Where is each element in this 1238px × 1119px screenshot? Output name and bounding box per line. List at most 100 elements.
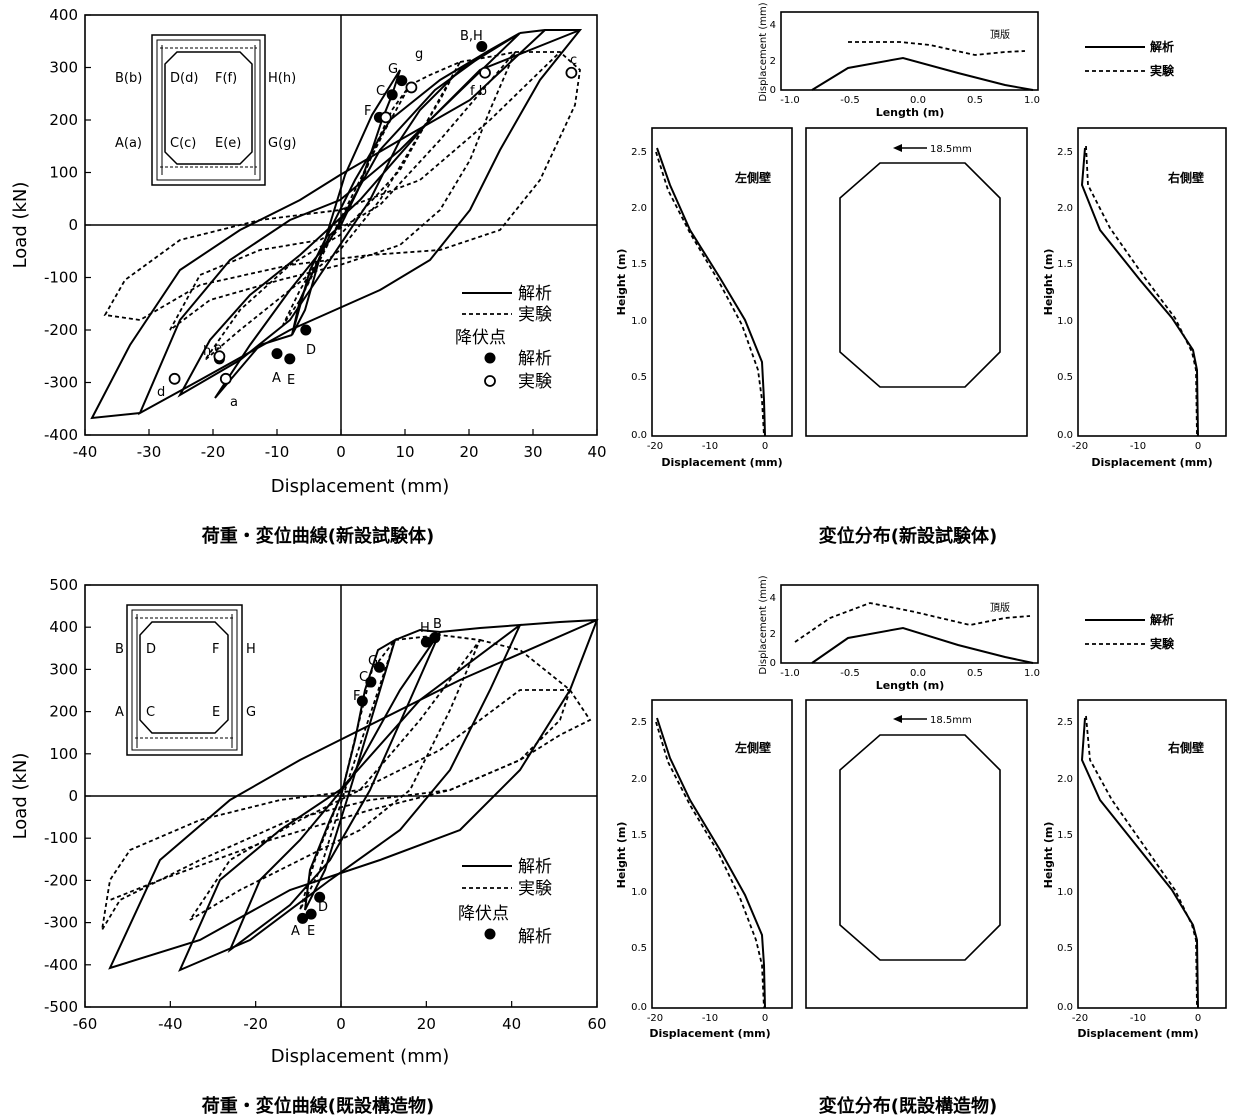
x-tick-label: -30	[137, 443, 162, 461]
top-plate-exp-curve	[794, 602, 1031, 643]
left-wall-label: 左側壁	[734, 740, 771, 755]
right-ytick: 0.0	[1057, 430, 1073, 441]
inset-label-D: D(d)	[170, 71, 198, 86]
caption: 荷重・変位曲線(新設試験体)	[202, 525, 434, 547]
top-plate-label: 頂版	[990, 28, 1010, 41]
right-ytick: 2.5	[1057, 717, 1073, 728]
legend-yield-sim: 解析	[518, 927, 552, 947]
right-ylabel: Height (m)	[1042, 249, 1055, 316]
x-tick-label: 20	[417, 1015, 436, 1033]
left-xtick: -20	[647, 441, 663, 452]
top-xtick: 0.5	[967, 668, 983, 679]
right-xtick: -20	[1072, 1013, 1088, 1024]
top-xtick: -1.0	[780, 95, 800, 106]
y-tick-label: 200	[49, 111, 78, 129]
top-plate-frame	[780, 11, 1039, 91]
top-xtick: 1.0	[1024, 95, 1040, 106]
y-tick-label: -100	[44, 269, 78, 287]
inset-label-B: B	[115, 642, 124, 657]
label-H: H	[420, 621, 430, 636]
left-wall-exp-curve	[655, 721, 765, 1009]
y-axis-title: Load (kN)	[10, 753, 31, 840]
y-tick-label: -100	[44, 829, 78, 847]
caption: 荷重・変位曲線(既設構造物)	[202, 1095, 434, 1117]
section-outline	[839, 162, 1001, 388]
legend-sim: 解析	[518, 857, 552, 877]
left-wall-exp-curve	[655, 151, 765, 437]
left-ytick: 0.5	[631, 943, 647, 954]
legend-exp: 実験	[518, 879, 552, 899]
loop-sim-1	[291, 69, 401, 336]
top-xtick: 0.0	[910, 95, 926, 106]
left-ylabel: Height (m)	[615, 249, 628, 316]
label-A: A	[272, 371, 281, 386]
loop-sim-4	[137, 29, 583, 416]
legend-yield-exp: 実験	[518, 372, 552, 392]
loop-exp-4	[109, 689, 592, 901]
loop-sim-5	[90, 29, 546, 420]
loop-exp-3	[169, 50, 517, 331]
x-tick-label: -10	[265, 443, 290, 461]
yield-point-sim	[356, 695, 368, 707]
label-F: F	[353, 689, 360, 704]
left-ytick: 1.0	[631, 316, 647, 327]
label-C: C	[376, 84, 385, 99]
top-xtick: 0.0	[910, 668, 926, 679]
right-xlabel: Displacement (mm)	[1077, 1027, 1198, 1040]
yield-point-sim	[476, 41, 488, 52]
inset-label-H: H(h)	[268, 71, 296, 86]
left-ytick: 2.0	[631, 774, 647, 785]
right-xlabel: Displacement (mm)	[1091, 456, 1212, 469]
right-ytick: 0.5	[1057, 943, 1073, 954]
left-ytick: 1.5	[631, 259, 647, 270]
inset-label-B: B(b)	[115, 71, 142, 86]
loop-exp-2	[189, 634, 482, 921]
left-ytick: 0.0	[631, 430, 647, 441]
y-tick-label: 400	[49, 6, 78, 24]
y-tick-label: -200	[44, 321, 78, 339]
right-ytick: 1.0	[1057, 887, 1073, 898]
loop-exp-3	[101, 639, 572, 931]
section-frame	[805, 699, 1028, 1009]
load-displacement-chart-new: -40 -30 -20 -10 0 10 20 30 404003002001000-100-2…	[10, 6, 607, 547]
series-analysis	[90, 29, 583, 420]
label-d: d	[157, 385, 165, 400]
top-xtick: 0.5	[967, 95, 983, 106]
y-tick-label: 0	[68, 216, 78, 234]
left-ytick: 1.0	[631, 887, 647, 898]
right-xtick: -20	[1072, 441, 1088, 452]
label-G: G	[388, 62, 398, 77]
x-tick-label: 0	[336, 1015, 346, 1033]
y-tick-label: -400	[44, 956, 78, 974]
right-wall-frame	[1077, 699, 1227, 1009]
label-h: h	[203, 344, 211, 359]
loop-exp-2	[204, 60, 462, 361]
legend-exp: 実験	[1150, 636, 1175, 651]
top-xtick: 1.0	[1024, 668, 1040, 679]
yield-point-sim	[365, 676, 377, 688]
top-plate-exp-curve	[848, 41, 1026, 56]
yield-point-sim	[420, 636, 432, 648]
loop-sim-3	[178, 623, 522, 972]
loop-exp-1	[282, 84, 411, 326]
left-xlabel: Displacement (mm)	[649, 1027, 770, 1040]
label-E: E	[307, 924, 315, 939]
right-wall-label: 右側壁	[1167, 740, 1204, 755]
top-plate-sim-curve	[811, 626, 1034, 664]
y-tick-label: 100	[49, 164, 78, 182]
y-tick-label: -400	[44, 426, 78, 444]
left-xtick: -20	[647, 1013, 663, 1024]
top-plate-frame	[780, 584, 1039, 664]
section-outline	[839, 734, 1001, 961]
right-wall-exp-curve	[1085, 715, 1198, 1009]
x-tick-label: -20	[201, 443, 226, 461]
displacement-distribution-existing: 頂版 4 2 0 -1.0 -0.5 0.0 0.5 1.0 Length (m…	[615, 575, 1227, 1117]
y-tick-label: 300	[49, 59, 78, 77]
yield-point-exp	[379, 111, 392, 124]
loop-exp-4	[103, 51, 581, 321]
yield-point-sim	[373, 661, 385, 673]
right-ytick: 1.0	[1057, 316, 1073, 327]
legend-yield: 降伏点	[458, 904, 509, 924]
y-tick-label: -500	[44, 998, 78, 1016]
load-displacement-chart-existing: -60 -40 -20 0 20 40 605004003002001000-100-200…	[10, 576, 607, 1117]
